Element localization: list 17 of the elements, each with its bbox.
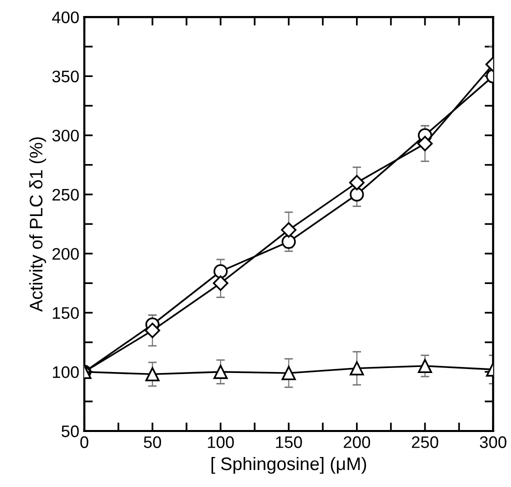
x-tick-label: 150	[276, 436, 302, 448]
x-tick-label: 100	[208, 436, 234, 448]
y-tick-label: 250	[52, 188, 79, 201]
y-tick-label: 100	[52, 366, 79, 378]
y-tick-label: 200	[52, 248, 79, 260]
x-axis-title: [ Sphingosine] (μM)	[212, 456, 366, 474]
y-tick-label: 300	[52, 130, 79, 142]
y-tick-label: 400	[52, 11, 79, 24]
y-tick-label: 50	[62, 425, 79, 438]
x-tick-label: 200	[344, 436, 370, 448]
x-tick-label: 300	[480, 436, 506, 448]
y-tick-label: 350	[52, 70, 79, 82]
x-tick-label: 250	[412, 436, 438, 448]
y-axis-title: Activity of PLC δ1 (%)	[29, 137, 46, 312]
x-tick-label: 0	[80, 436, 88, 448]
y-tick-label: 150	[52, 307, 79, 319]
x-tick-label: 50	[144, 436, 162, 448]
